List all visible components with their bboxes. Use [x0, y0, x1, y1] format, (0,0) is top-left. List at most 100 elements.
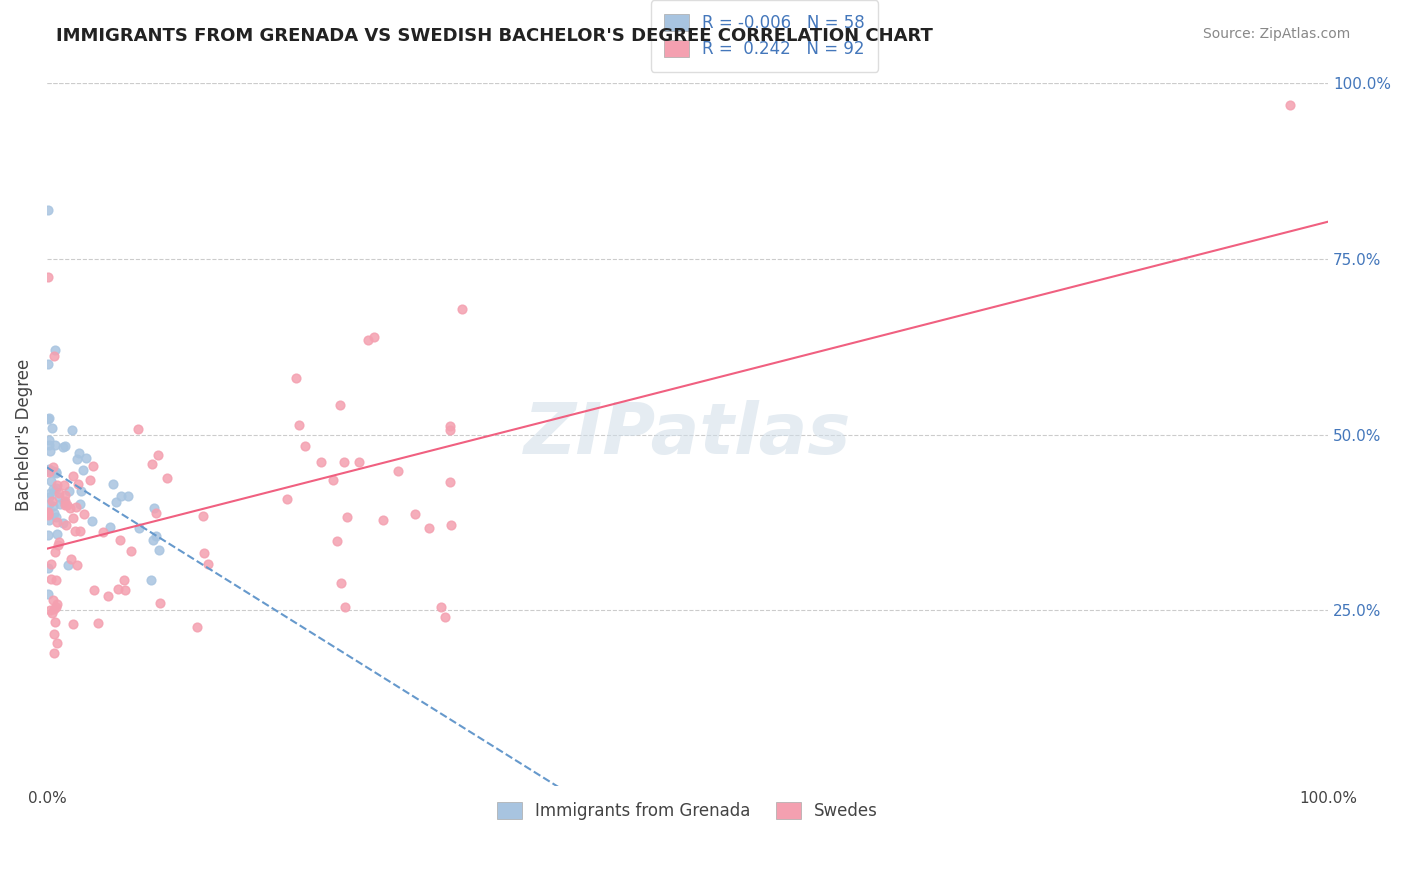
Point	[101, 476, 124, 491]
Point	[42, 464, 65, 478]
Point	[146, 448, 169, 462]
Point	[39, 557, 62, 571]
Point	[39, 474, 62, 488]
Point	[37, 202, 59, 217]
Point	[440, 518, 463, 533]
Point	[38, 497, 60, 511]
Text: ZIPatlas: ZIPatlas	[524, 401, 851, 469]
Point	[62, 469, 84, 483]
Point	[38, 438, 60, 452]
Point	[1278, 97, 1301, 112]
Point	[52, 516, 75, 531]
Point	[62, 616, 84, 631]
Point	[439, 475, 461, 489]
Point	[45, 526, 67, 541]
Point	[44, 507, 66, 521]
Point	[329, 398, 352, 412]
Point	[52, 495, 75, 509]
Point	[66, 477, 89, 491]
Point	[53, 439, 76, 453]
Point	[357, 333, 380, 347]
Point	[418, 521, 440, 535]
Point	[42, 627, 65, 641]
Text: IMMIGRANTS FROM GRENADA VS SWEDISH BACHELOR'S DEGREE CORRELATION CHART: IMMIGRANTS FROM GRENADA VS SWEDISH BACHE…	[56, 27, 934, 45]
Point	[39, 603, 62, 617]
Point	[55, 518, 77, 533]
Point	[44, 343, 66, 358]
Point	[37, 561, 59, 575]
Point	[284, 371, 307, 385]
Point	[65, 524, 87, 538]
Point	[387, 464, 409, 478]
Point	[363, 330, 385, 344]
Point	[148, 543, 170, 558]
Point	[48, 535, 70, 549]
Point	[48, 538, 70, 552]
Point	[42, 593, 65, 607]
Point	[70, 484, 93, 499]
Point	[37, 505, 59, 519]
Point	[347, 455, 370, 469]
Point	[46, 478, 69, 492]
Point	[37, 270, 59, 285]
Point	[37, 507, 59, 521]
Point	[37, 527, 59, 541]
Point	[333, 599, 356, 614]
Point	[41, 606, 63, 620]
Point	[39, 464, 62, 478]
Point	[127, 422, 149, 436]
Point	[60, 423, 83, 437]
Point	[37, 462, 59, 476]
Point	[41, 499, 63, 513]
Point	[141, 458, 163, 472]
Point	[65, 500, 87, 514]
Point	[48, 497, 70, 511]
Point	[117, 490, 139, 504]
Point	[72, 463, 94, 477]
Point	[434, 610, 457, 624]
Point	[156, 471, 179, 485]
Point	[336, 509, 359, 524]
Point	[59, 552, 82, 566]
Legend: Immigrants from Grenada, Swedes: Immigrants from Grenada, Swedes	[484, 789, 891, 834]
Point	[37, 357, 59, 371]
Point	[110, 533, 132, 547]
Point	[104, 495, 127, 509]
Point	[45, 465, 67, 479]
Point	[333, 455, 356, 469]
Point	[87, 615, 110, 630]
Point	[112, 573, 135, 587]
Point	[145, 506, 167, 520]
Point	[294, 439, 316, 453]
Point	[41, 494, 63, 508]
Point	[39, 485, 62, 500]
Point	[93, 524, 115, 539]
Point	[82, 458, 104, 473]
Point	[191, 509, 214, 524]
Point	[38, 491, 60, 505]
Point	[120, 544, 142, 558]
Point	[149, 596, 172, 610]
Point	[326, 534, 349, 549]
Point	[38, 462, 60, 476]
Point	[42, 646, 65, 660]
Point	[330, 575, 353, 590]
Point	[44, 573, 66, 587]
Point	[311, 455, 333, 469]
Point	[107, 582, 129, 597]
Point	[80, 514, 103, 528]
Point	[37, 508, 59, 522]
Point	[439, 423, 461, 437]
Point	[186, 620, 208, 634]
Point	[373, 513, 395, 527]
Point	[45, 599, 67, 614]
Point	[145, 529, 167, 543]
Point	[37, 412, 59, 426]
Point	[67, 446, 90, 460]
Point	[142, 533, 165, 547]
Point	[37, 587, 59, 601]
Point	[42, 602, 65, 616]
Point	[48, 485, 70, 500]
Point	[193, 546, 215, 560]
Point	[38, 433, 60, 447]
